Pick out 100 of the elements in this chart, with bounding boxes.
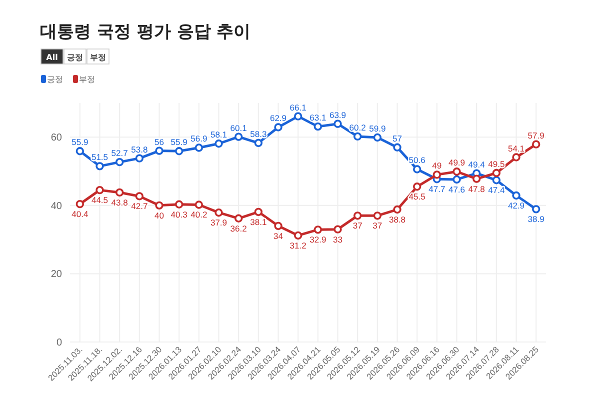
point xyxy=(492,168,501,178)
data-label: 38.8 xyxy=(388,214,406,225)
data-label: 56.9 xyxy=(190,134,208,144)
data-label: 55.9 xyxy=(170,137,188,148)
point xyxy=(274,123,282,132)
data-label: 34 xyxy=(274,230,284,241)
point xyxy=(76,147,84,156)
data-label: 43.8 xyxy=(111,197,128,208)
data-label: 51.5 xyxy=(91,152,108,162)
point xyxy=(373,212,382,220)
point xyxy=(373,133,382,142)
data-label: 58.1 xyxy=(210,130,228,140)
point xyxy=(452,175,461,184)
data-label: 63.1 xyxy=(310,112,326,123)
data-label: 40.2 xyxy=(190,210,208,220)
point xyxy=(412,182,422,191)
data-label: 32.9 xyxy=(310,234,326,245)
data-label: 58.3 xyxy=(250,128,267,139)
data-label: 63.9 xyxy=(329,110,346,120)
point xyxy=(432,170,442,179)
point xyxy=(96,186,104,194)
data-label: 37 xyxy=(352,220,363,231)
point xyxy=(96,162,104,170)
point xyxy=(294,112,302,120)
point xyxy=(214,208,223,217)
data-label: 33 xyxy=(333,234,343,244)
point xyxy=(155,146,164,155)
chart-title: 대통령 국정 평가 응답 추이 xyxy=(40,22,251,42)
point xyxy=(174,147,184,156)
data-label: 36.2 xyxy=(230,223,248,234)
point xyxy=(472,174,481,183)
point xyxy=(412,165,422,174)
data-label: 47.7 xyxy=(428,184,446,194)
data-label: 49.5 xyxy=(488,158,505,169)
data-label: 40.4 xyxy=(72,209,88,220)
y-tick-label: 20 xyxy=(50,269,62,280)
point xyxy=(115,188,124,197)
data-label: 42.7 xyxy=(131,201,148,212)
data-label: 47.6 xyxy=(448,184,466,194)
data-label: 38.9 xyxy=(528,214,545,224)
point xyxy=(314,122,322,131)
y-tick-label: 60 xyxy=(50,132,62,144)
point xyxy=(334,120,342,128)
point xyxy=(452,168,461,176)
point xyxy=(234,132,243,141)
data-label: 53.8 xyxy=(131,144,148,154)
data-label: 40.3 xyxy=(170,209,188,220)
point xyxy=(135,154,144,162)
data-label: 37 xyxy=(372,220,382,231)
point xyxy=(532,205,540,214)
point xyxy=(393,205,402,214)
point xyxy=(294,231,302,240)
data-label: 60.2 xyxy=(349,122,366,132)
data-label: 59.9 xyxy=(369,123,386,134)
data-label: 54.1 xyxy=(508,143,525,154)
point xyxy=(254,138,263,148)
point xyxy=(532,140,540,148)
point xyxy=(492,176,501,184)
data-label: 37.9 xyxy=(210,218,228,228)
data-label: 38.1 xyxy=(250,216,267,227)
point xyxy=(353,132,362,141)
y-tick-label: 40 xyxy=(50,200,62,212)
data-label: 62.9 xyxy=(270,113,287,124)
legend-label: 부정 xyxy=(79,75,95,84)
data-label: 42.9 xyxy=(508,200,525,211)
point xyxy=(353,212,362,220)
point xyxy=(334,225,342,234)
y-tick-label: 0 xyxy=(56,338,62,348)
point xyxy=(512,191,520,200)
point xyxy=(115,158,124,166)
data-label: 49.4 xyxy=(468,159,486,170)
point xyxy=(155,201,164,210)
point xyxy=(512,153,520,162)
legend-label: 긍정 xyxy=(47,75,63,84)
data-label: 66.1 xyxy=(290,102,307,112)
point xyxy=(234,214,243,223)
point xyxy=(135,192,144,200)
point xyxy=(76,200,84,208)
data-label: 56 xyxy=(154,136,164,147)
data-label: 31.2 xyxy=(290,240,307,250)
data-label: 47.8 xyxy=(468,184,486,194)
data-label: 57 xyxy=(392,133,402,144)
data-label: 47.4 xyxy=(488,185,505,196)
data-label: 49 xyxy=(432,160,442,171)
point xyxy=(393,143,402,152)
data-label: 45.5 xyxy=(408,192,426,202)
data-label: 52.7 xyxy=(111,148,128,158)
point xyxy=(314,226,322,234)
data-label: 40 xyxy=(154,210,164,220)
point xyxy=(194,144,204,152)
data-label: 49.9 xyxy=(448,158,466,168)
point xyxy=(274,222,282,230)
data-label: 55.9 xyxy=(72,137,88,148)
point xyxy=(174,200,184,209)
data-label: 60.1 xyxy=(230,122,248,133)
point xyxy=(194,200,204,209)
data-label: 44.5 xyxy=(91,195,108,206)
point xyxy=(214,140,223,148)
data-label: 57.9 xyxy=(528,130,545,140)
point xyxy=(254,208,263,216)
